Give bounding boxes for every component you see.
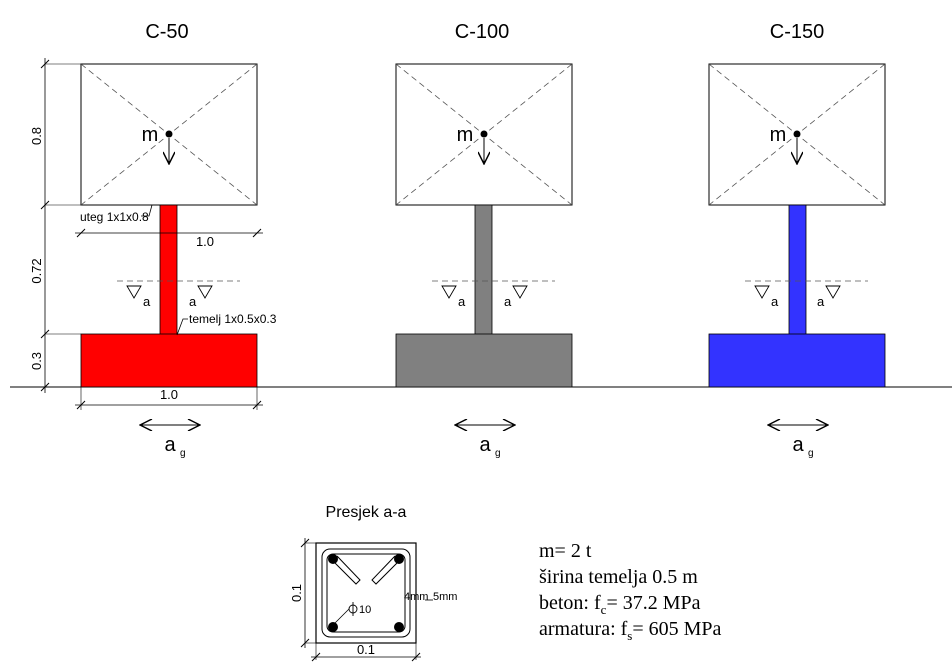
model-title: C-150 <box>770 21 824 43</box>
section-triangle-right <box>512 285 528 299</box>
acceleration-subscript: g <box>180 448 186 459</box>
column <box>788 204 807 336</box>
model-c50: C-50 m a a 0.8 0.72 0.3 1.0 <box>29 21 277 459</box>
foundation <box>708 333 886 388</box>
section-mark-left: a <box>771 294 779 309</box>
stirrup-hook <box>331 555 361 585</box>
model-c150: C-150 m a a a g <box>708 21 886 459</box>
stirrup-size-label: 4mm <box>404 591 428 603</box>
column <box>159 204 178 336</box>
steel-property: armatura: fs= 605 MPa <box>539 618 722 643</box>
properties: m= 2 t širina temelja 0.5 m beton: fc= 3… <box>539 540 722 643</box>
section-triangle-right <box>825 285 841 299</box>
column <box>474 204 493 336</box>
section-triangle-left <box>126 285 142 299</box>
dimension-tick <box>252 228 262 238</box>
acceleration-label: a <box>164 434 176 456</box>
section-triangle-left <box>754 285 770 299</box>
acceleration-subscript: g <box>808 448 814 459</box>
dimension-tick <box>40 382 50 392</box>
annotation-leader <box>141 204 153 217</box>
foundation-height-label: 0.3 <box>29 352 44 370</box>
section-triangle-right <box>197 285 213 299</box>
section-mark-right: a <box>189 294 197 309</box>
acceleration-label: a <box>479 434 491 456</box>
mass-property: m= 2 t <box>539 540 592 562</box>
section-height-label: 0.1 <box>289 584 304 602</box>
foundation-annotation: temelj 1x0.5x0.3 <box>189 312 277 326</box>
acceleration-label: a <box>792 434 804 456</box>
section-width-label: 0.1 <box>357 642 375 657</box>
mass-label: m <box>457 124 474 146</box>
foundation-width-label: 1.0 <box>160 387 178 402</box>
section-triangle-left <box>441 285 457 299</box>
foundation <box>395 333 573 388</box>
mass-width-label: 1.0 <box>196 234 214 249</box>
section-mark-right: a <box>504 294 512 309</box>
section-mark-right: a <box>817 294 825 309</box>
mass-label: m <box>142 124 159 146</box>
model-title: C-50 <box>145 21 188 43</box>
annotation-leader <box>176 318 188 336</box>
mass-height-label: 0.8 <box>29 127 44 145</box>
mass-center-dot <box>165 130 173 138</box>
model-c100: C-100 m a a a g <box>395 21 573 459</box>
stirrup-outer <box>321 548 411 638</box>
acceleration-subscript: g <box>495 448 501 459</box>
mass-block-annotation: uteg 1x1x0.8 <box>80 210 149 224</box>
stirrup-inner <box>326 553 406 633</box>
width-property: širina temelja 0.5 m <box>539 566 698 588</box>
section-mark-left: a <box>143 294 151 309</box>
column-height-label: 0.72 <box>29 258 44 283</box>
rebar-leader <box>333 608 350 625</box>
rebar-diameter-label: 10 <box>359 604 371 616</box>
model-title: C-100 <box>455 21 509 43</box>
mass-center-dot <box>480 130 488 138</box>
mass-center-dot <box>793 130 801 138</box>
cross-section: Presjek a-a 10 4mm 5mm 0.1 0.1 <box>289 504 457 662</box>
stirrup-hook <box>371 555 401 585</box>
mass-label: m <box>770 124 787 146</box>
rebar <box>328 554 338 564</box>
section-title: Presjek a-a <box>326 504 407 521</box>
cover-size-label: 5mm <box>433 591 457 603</box>
rebar <box>394 554 404 564</box>
concrete-property: beton: fc= 37.2 MPa <box>539 592 701 617</box>
dimension-tick <box>76 228 86 238</box>
section-mark-left: a <box>458 294 466 309</box>
rebar <box>328 622 338 632</box>
rebar <box>394 622 404 632</box>
foundation <box>80 333 258 388</box>
